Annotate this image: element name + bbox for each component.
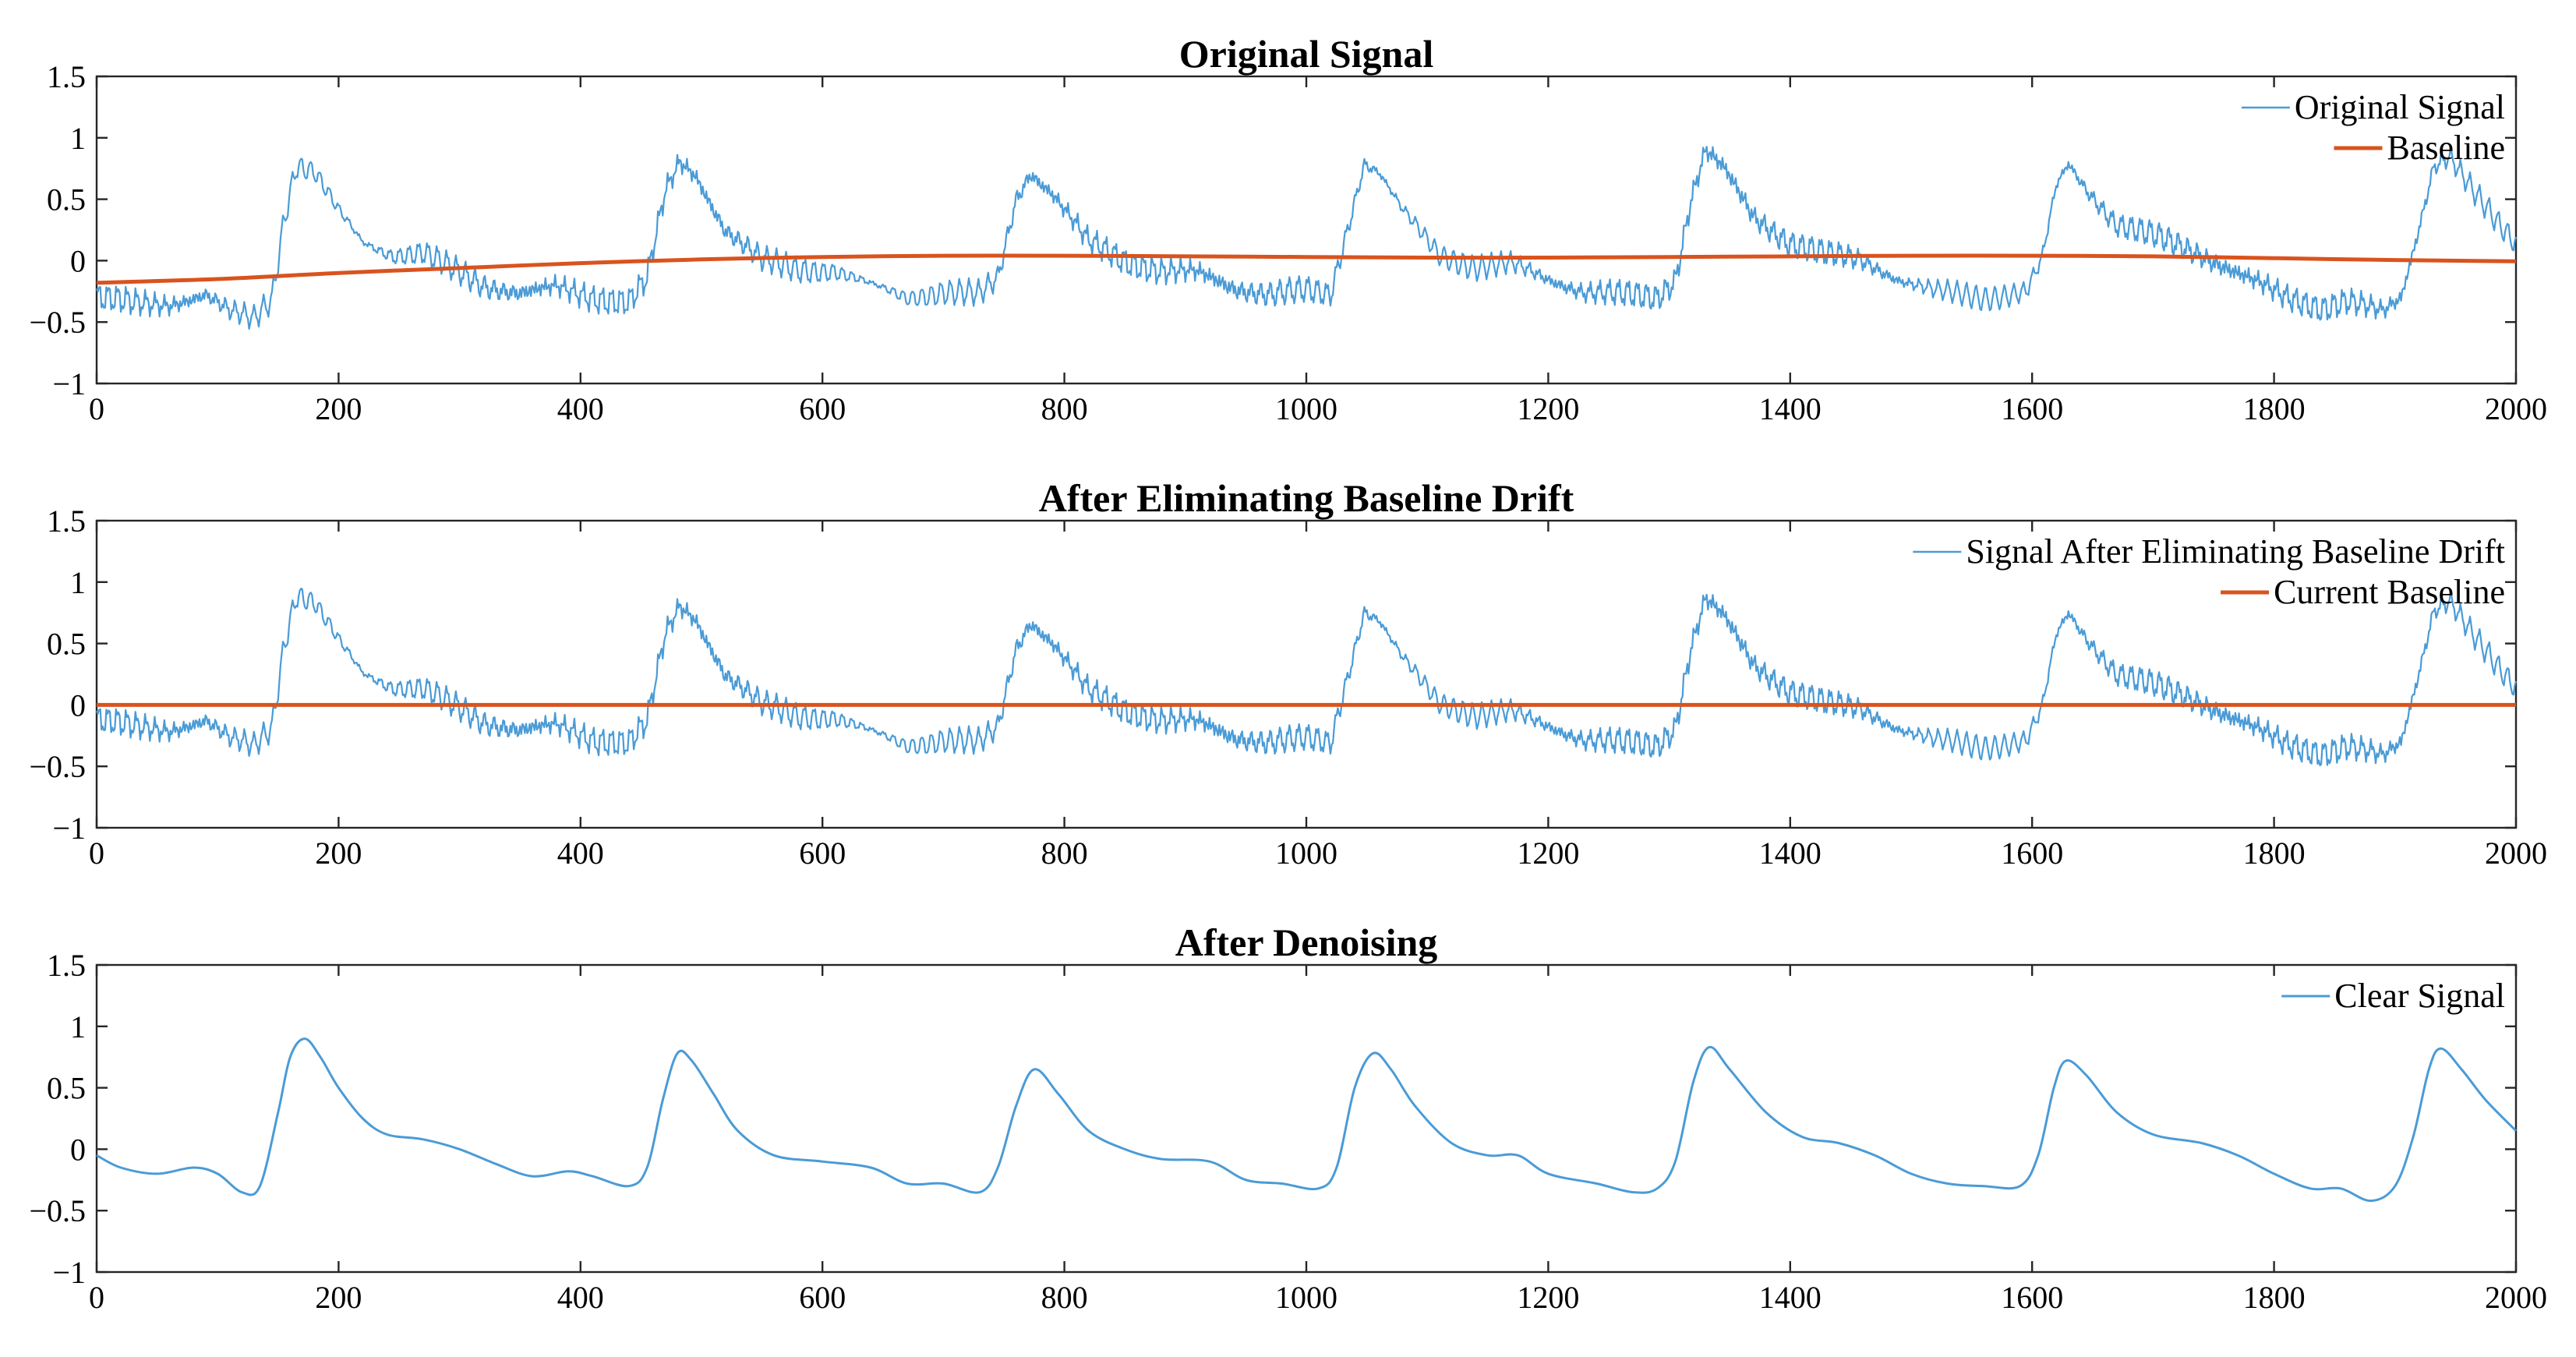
x-tick-label: 0 [89,1280,104,1315]
x-tick-label: 1800 [2243,391,2306,426]
y-tick-label: 0 [70,243,86,278]
x-tick-label: 1800 [2243,1280,2306,1315]
y-tick-label: 0 [70,1132,86,1167]
plot-area-frame [95,519,2518,829]
x-tick-label: 600 [799,1280,846,1315]
x-tick-label: 400 [557,1280,604,1315]
x-tick-label: 1200 [1517,1280,1579,1315]
subplot-2: After Eliminating Baseline Drift 0 200 400 6… [29,476,2547,871]
x-tick-label: 1000 [1275,1280,1337,1315]
y-tick-label: 1.5 [47,59,86,94]
plot-area-frame [95,75,2518,385]
y-tick-label: 1 [70,565,86,600]
legend-label: Baseline [2387,129,2505,167]
legend-label: Clear Signal [2334,977,2505,1015]
x-tick-label: 400 [557,836,604,871]
x-tick-label: 600 [799,391,846,426]
subplot-3: After Denoising 0 200 400 600 800 1000 1200 1400… [29,921,2547,1315]
y-tick-label: −1 [52,811,86,846]
y-tick-label: −0.5 [29,1193,86,1228]
y-tick-label: 0.5 [47,627,86,662]
x-tick-label: 200 [315,836,362,871]
y-tick-label: 0.5 [47,182,86,217]
x-tick-label: 200 [315,391,362,426]
y-tick-label: 1 [70,121,86,156]
series-line-baseline [96,253,2517,285]
x-tick-label: 800 [1041,391,1088,426]
subplot-1: Original Signal 0 200 400 600 800 1000 1200 1400… [29,32,2547,426]
subplot-title: Original Signal [1179,32,1434,76]
series-line-signal-after-eliminating-baseline-drift [95,588,2518,767]
legend-label: Original Signal [2295,88,2505,126]
x-tick-label: 1400 [1759,391,1822,426]
legend-label: Signal After Eliminating Baseline Drift [1966,532,2505,571]
x-tick-label: 1400 [1759,1280,1822,1315]
x-tick-label: 1600 [2001,1280,2063,1315]
x-tick-label: 600 [799,836,846,871]
x-tick-label: 1000 [1275,836,1337,871]
x-tick-label: 0 [89,836,104,871]
x-tick-label: 200 [315,1280,362,1315]
y-tick-label: −1 [52,1255,86,1290]
x-tick-label: 1600 [2001,836,2063,871]
series-line-original-signal [95,146,2518,330]
y-tick-label: −0.5 [29,305,86,340]
x-tick-label: 1200 [1517,836,1579,871]
y-tick-label: 1 [70,1009,86,1044]
x-tick-label: 2000 [2485,391,2547,426]
x-tick-label: 2000 [2485,836,2547,871]
x-tick-label: 1600 [2001,391,2063,426]
legend-label: Current Baseline [2274,573,2505,611]
y-tick-label: 1.5 [47,948,86,983]
y-tick-label: 0.5 [47,1071,86,1106]
y-tick-label: 1.5 [47,504,86,539]
x-tick-label: 1200 [1517,391,1579,426]
y-tick-label: −1 [52,366,86,401]
subplot-title: After Eliminating Baseline Drift [1039,476,1574,520]
y-tick-label: −0.5 [29,749,86,784]
x-tick-label: 1000 [1275,391,1337,426]
x-tick-label: 1800 [2243,836,2306,871]
x-tick-label: 800 [1041,836,1088,871]
subplot-title: After Denoising [1175,921,1438,964]
x-tick-label: 0 [89,391,104,426]
plot-area-frame [95,963,2518,1274]
x-tick-label: 400 [557,391,604,426]
x-tick-label: 800 [1041,1280,1088,1315]
series-line-clear-signal [96,1037,2518,1203]
y-tick-label: 0 [70,687,86,723]
x-tick-label: 1400 [1759,836,1822,871]
x-tick-label: 2000 [2485,1280,2547,1315]
